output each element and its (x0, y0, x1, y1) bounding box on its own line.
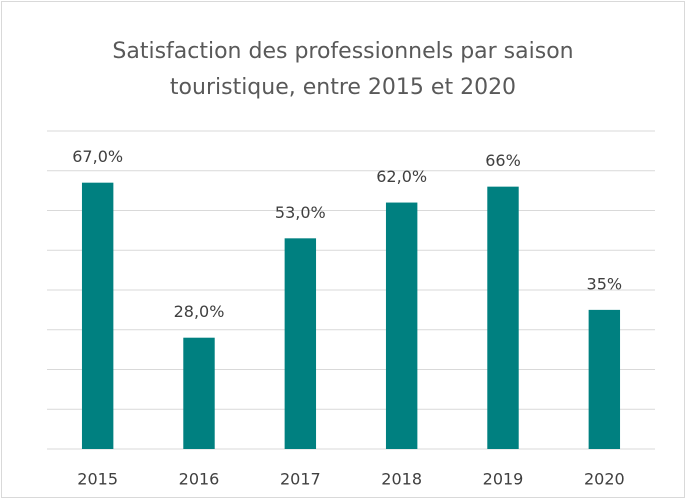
x-tick-label: 2017 (280, 470, 321, 489)
x-tick-label: 2020 (584, 470, 625, 489)
data-label: 66% (485, 151, 521, 170)
bar (385, 202, 418, 449)
chart-title: Satisfaction des professionnels par sais… (112, 39, 574, 100)
data-label: 53,0% (275, 203, 326, 222)
x-tick-label: 2018 (381, 470, 422, 489)
bar (588, 309, 621, 449)
bar (183, 337, 215, 449)
bar (284, 238, 317, 449)
x-tick-label: 2016 (179, 470, 220, 489)
bar (81, 182, 114, 450)
data-label: 28,0% (174, 302, 225, 321)
data-label: 62,0% (376, 167, 427, 186)
x-tick-label: 2015 (77, 470, 118, 489)
data-label: 35% (587, 274, 623, 293)
bar (487, 186, 519, 449)
data-label: 67,0% (72, 147, 123, 166)
x-tick-label: 2019 (483, 470, 524, 489)
